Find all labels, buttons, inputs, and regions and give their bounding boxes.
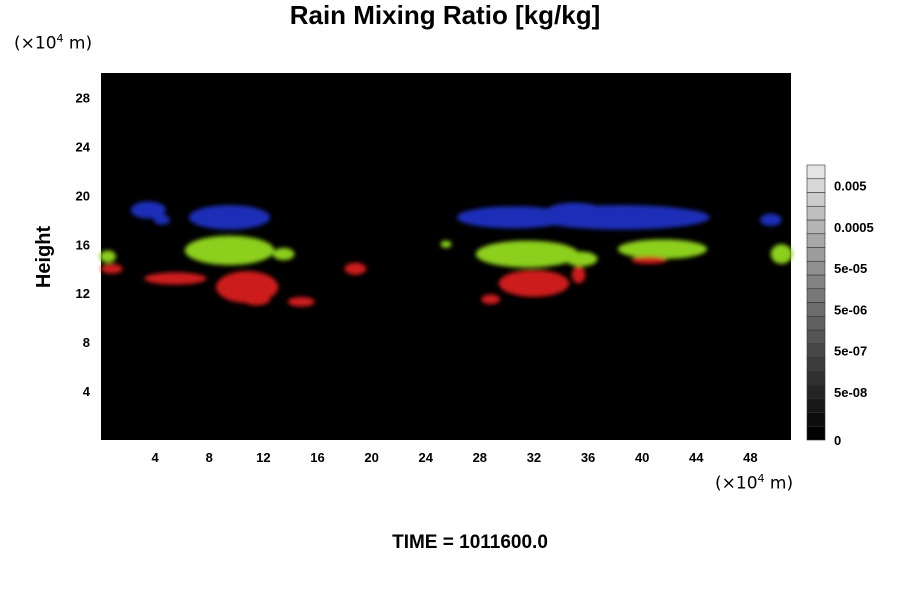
green-rain-region bbox=[475, 240, 579, 268]
y-axis: 4 8 12 16 20 24 28 bbox=[76, 90, 91, 399]
y-axis-label: Height bbox=[33, 226, 55, 289]
x-tick-label: 8 bbox=[206, 450, 213, 465]
colorbar-level bbox=[806, 192, 826, 207]
colorbar-level bbox=[806, 247, 826, 262]
y-tick-label: 12 bbox=[76, 286, 90, 301]
colorbar-level bbox=[806, 233, 826, 248]
colorbar-level bbox=[806, 178, 826, 193]
blue-rain-region bbox=[547, 202, 602, 218]
red-rain-region bbox=[101, 263, 123, 274]
colorbar-level bbox=[806, 219, 826, 235]
colorbar-label: 0 bbox=[834, 433, 841, 448]
green-rain-region bbox=[617, 239, 708, 259]
blue-rain-region bbox=[188, 205, 271, 230]
colorbar-level bbox=[806, 164, 826, 180]
time-label: TIME = 1011600.0 bbox=[392, 532, 548, 553]
green-rain-region bbox=[770, 244, 793, 264]
rain-field-layer bbox=[99, 201, 793, 307]
x-tick-label: 16 bbox=[310, 450, 324, 465]
colorbar-labels: 0.005 0.0005 5e-05 5e-06 5e-07 5e-08 0 bbox=[834, 179, 874, 448]
colorbar-level bbox=[806, 398, 826, 413]
colorbar-level bbox=[806, 357, 826, 372]
blue-rain-region bbox=[759, 213, 782, 226]
y-tick-label: 20 bbox=[76, 188, 90, 203]
green-rain-region bbox=[272, 247, 295, 261]
colorbar-level bbox=[806, 288, 826, 303]
x-axis-unit: (×104 m) bbox=[715, 472, 794, 494]
x-tick-label: 48 bbox=[743, 450, 757, 465]
green-rain-region bbox=[565, 251, 598, 267]
chart-title: Rain Mixing Ratio [kg/kg] bbox=[289, 0, 601, 30]
colorbar-level bbox=[806, 302, 826, 317]
colorbar-level bbox=[806, 329, 826, 345]
colorbar-level bbox=[806, 384, 826, 400]
x-tick-label: 4 bbox=[152, 450, 160, 465]
green-rain-region bbox=[440, 240, 452, 248]
colorbar-level bbox=[806, 274, 826, 290]
red-rain-region bbox=[498, 269, 570, 297]
colorbar-level bbox=[806, 370, 826, 386]
blue-rain-region bbox=[456, 206, 571, 229]
y-tick-label: 24 bbox=[76, 139, 91, 154]
colorbar-label: 5e-07 bbox=[834, 344, 867, 359]
red-rain-region bbox=[344, 262, 367, 275]
red-rain-region bbox=[243, 293, 271, 306]
x-tick-label: 12 bbox=[256, 450, 270, 465]
x-tick-label: 28 bbox=[473, 450, 487, 465]
x-tick-label: 40 bbox=[635, 450, 649, 465]
x-tick-label: 32 bbox=[527, 450, 541, 465]
colorbar-level bbox=[806, 343, 826, 358]
y-tick-label: 8 bbox=[83, 335, 90, 350]
colorbar bbox=[806, 164, 826, 441]
colorbar-level bbox=[806, 425, 826, 441]
colorbar-label: 5e-05 bbox=[834, 261, 867, 276]
colorbar-level bbox=[806, 315, 826, 331]
colorbar-label: 5e-08 bbox=[834, 385, 867, 400]
blue-rain-region bbox=[153, 214, 170, 225]
red-rain-region bbox=[144, 272, 207, 285]
red-rain-region bbox=[481, 294, 501, 305]
colorbar-level bbox=[806, 205, 826, 221]
green-rain-region bbox=[99, 250, 116, 263]
red-rain-region bbox=[287, 296, 315, 307]
colorbar-level bbox=[806, 412, 826, 427]
y-tick-label: 4 bbox=[83, 384, 91, 399]
y-axis-unit: (×104 m) bbox=[14, 32, 93, 54]
colorbar-level bbox=[806, 260, 826, 276]
x-tick-label: 44 bbox=[689, 450, 704, 465]
colorbar-label: 0.005 bbox=[834, 179, 867, 194]
x-axis: 4 8 12 16 20 24 28 32 36 40 44 48 bbox=[152, 450, 758, 465]
colorbar-label: 0.0005 bbox=[834, 220, 874, 235]
green-rain-region bbox=[184, 235, 275, 266]
red-rain-region bbox=[631, 256, 667, 264]
blue-rain-region bbox=[130, 201, 166, 219]
red-rain-region bbox=[571, 266, 586, 284]
x-tick-label: 24 bbox=[418, 450, 433, 465]
y-tick-label: 16 bbox=[76, 237, 90, 252]
x-tick-label: 20 bbox=[364, 450, 378, 465]
y-tick-label: 28 bbox=[76, 90, 90, 105]
x-tick-label: 36 bbox=[581, 450, 595, 465]
colorbar-label: 5e-06 bbox=[834, 302, 867, 317]
